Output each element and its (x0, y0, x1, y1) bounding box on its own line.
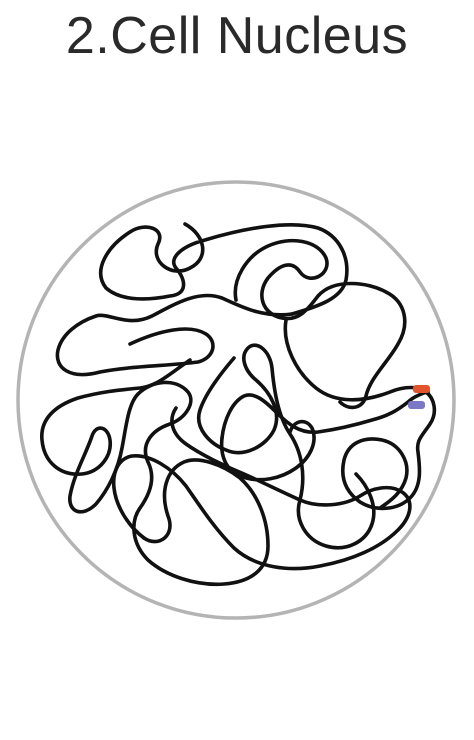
chromatin-loop (55, 293, 294, 377)
marker-band-bottom (408, 401, 425, 409)
chromatin-strand (40, 222, 437, 587)
chromatin-loop (111, 406, 412, 571)
page-title: 2.Cell Nucleus (65, 7, 409, 65)
chromatin-loop (196, 343, 376, 550)
chromatin-loop (219, 419, 316, 482)
chromatin-loop (99, 222, 349, 316)
chromatin-loop (220, 318, 430, 440)
chromatin-loop (341, 390, 437, 511)
nuclear-membrane (16, 180, 456, 620)
chromatin-loop (132, 380, 270, 587)
marker-band (408, 385, 430, 409)
marker-band-top (413, 385, 430, 393)
chromatin-loop (40, 358, 192, 514)
chromatin-loop (233, 238, 407, 410)
